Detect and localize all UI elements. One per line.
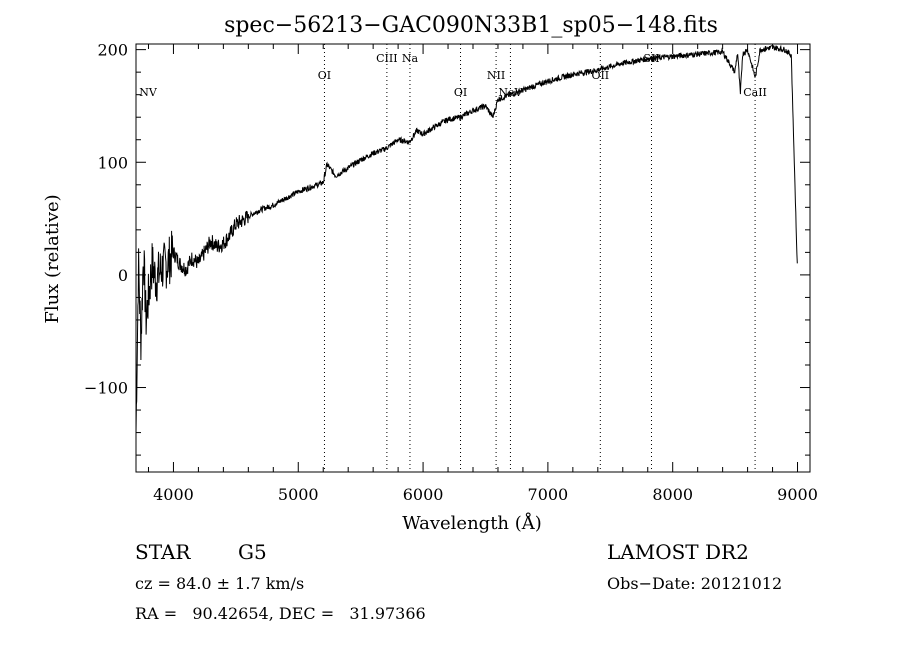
object-class: STAR [135,540,191,564]
x-tick-label-3: 7000 [528,485,569,504]
observation-date: Obs−Date: 20121012 [607,574,783,593]
line-marker-label-4: OI [454,86,467,99]
y-tick-label-0: −100 [84,379,128,398]
y-tick-label-2: 100 [97,153,128,172]
line-marker-label-0: NV [139,86,158,99]
line-marker-label-3: Na [402,52,419,65]
chart-title: spec−56213−GAC090N33B1_sp05−148.fits [224,13,718,38]
redshift-velocity: cz = 84.0 ± 1.7 km/s [135,574,305,593]
y-tick-label-3: 200 [97,41,128,60]
line-marker-label-2: CIII [376,52,397,65]
x-tick-label-0: 4000 [153,485,194,504]
x-tick-label-5: 9000 [777,485,818,504]
spectrum-line [135,44,798,434]
x-tick-label-2: 6000 [403,485,444,504]
x-tick-label-1: 5000 [278,485,319,504]
sky-coordinates: RA = 90.42654, DEC = 31.97366 [135,604,426,623]
y-axis-label: Flux (relative) [42,194,63,323]
line-marker-label-1: OI [318,69,331,82]
line-marker-label-9: CaII [743,86,767,99]
object-subclass: G5 [238,540,267,564]
x-tick-label-4: 8000 [652,485,693,504]
y-tick-label-1: 0 [118,266,128,285]
x-axis-label: Wavelength (Å) [402,512,542,534]
line-marker-label-5: NII [487,69,505,82]
survey-name: LAMOST DR2 [607,540,749,564]
